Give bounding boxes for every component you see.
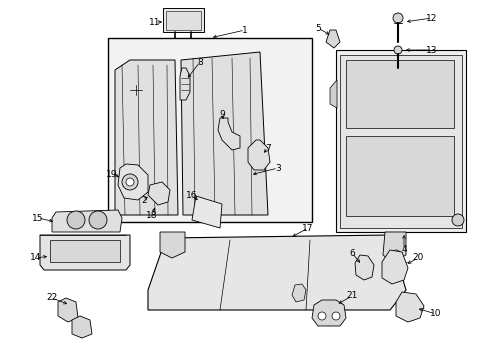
Text: 3: 3 [275, 163, 280, 172]
Circle shape [89, 211, 107, 229]
Polygon shape [148, 235, 405, 310]
Text: 19: 19 [106, 170, 118, 179]
Polygon shape [180, 68, 190, 100]
Polygon shape [329, 80, 336, 108]
Text: 17: 17 [302, 224, 313, 233]
Text: 15: 15 [32, 213, 43, 222]
Circle shape [451, 214, 463, 226]
Text: 20: 20 [411, 253, 423, 262]
Polygon shape [72, 316, 92, 338]
Circle shape [317, 312, 325, 320]
Text: 8: 8 [197, 58, 203, 67]
Polygon shape [339, 55, 461, 228]
Polygon shape [181, 52, 267, 215]
Circle shape [390, 250, 400, 260]
Polygon shape [325, 30, 339, 48]
Text: 11: 11 [149, 18, 161, 27]
Polygon shape [311, 300, 346, 326]
Polygon shape [160, 232, 184, 258]
Text: 4: 4 [400, 246, 406, 255]
Polygon shape [40, 235, 130, 270]
Circle shape [126, 178, 134, 186]
Polygon shape [148, 182, 170, 205]
Text: 6: 6 [348, 248, 354, 257]
Text: 14: 14 [30, 253, 41, 262]
Polygon shape [165, 11, 201, 30]
Polygon shape [192, 196, 222, 228]
Polygon shape [382, 232, 405, 262]
Polygon shape [381, 250, 407, 284]
Text: 16: 16 [186, 190, 197, 199]
Text: 10: 10 [429, 310, 441, 319]
Circle shape [122, 174, 138, 190]
Polygon shape [354, 255, 373, 280]
Circle shape [331, 312, 339, 320]
Circle shape [393, 46, 401, 54]
Polygon shape [218, 118, 240, 150]
Text: 2: 2 [141, 195, 146, 204]
Bar [346, 60, 453, 128]
Polygon shape [291, 284, 305, 302]
Text: 21: 21 [346, 292, 357, 301]
Bar [50, 240, 120, 262]
Polygon shape [52, 210, 122, 232]
Text: 18: 18 [146, 211, 158, 220]
Polygon shape [335, 50, 465, 232]
Text: 1: 1 [242, 26, 247, 35]
Polygon shape [58, 298, 78, 322]
Circle shape [67, 211, 85, 229]
Bar [108, 38, 311, 222]
Text: 22: 22 [46, 293, 58, 302]
Text: 13: 13 [426, 45, 437, 54]
Text: 9: 9 [219, 109, 224, 118]
Text: 12: 12 [426, 14, 437, 23]
Text: 7: 7 [264, 144, 270, 153]
Polygon shape [395, 292, 423, 322]
Circle shape [392, 13, 402, 23]
Polygon shape [247, 140, 269, 170]
Text: 5: 5 [314, 23, 320, 32]
Polygon shape [118, 164, 148, 200]
Polygon shape [163, 8, 203, 32]
Bar [346, 136, 453, 216]
Polygon shape [115, 60, 178, 215]
